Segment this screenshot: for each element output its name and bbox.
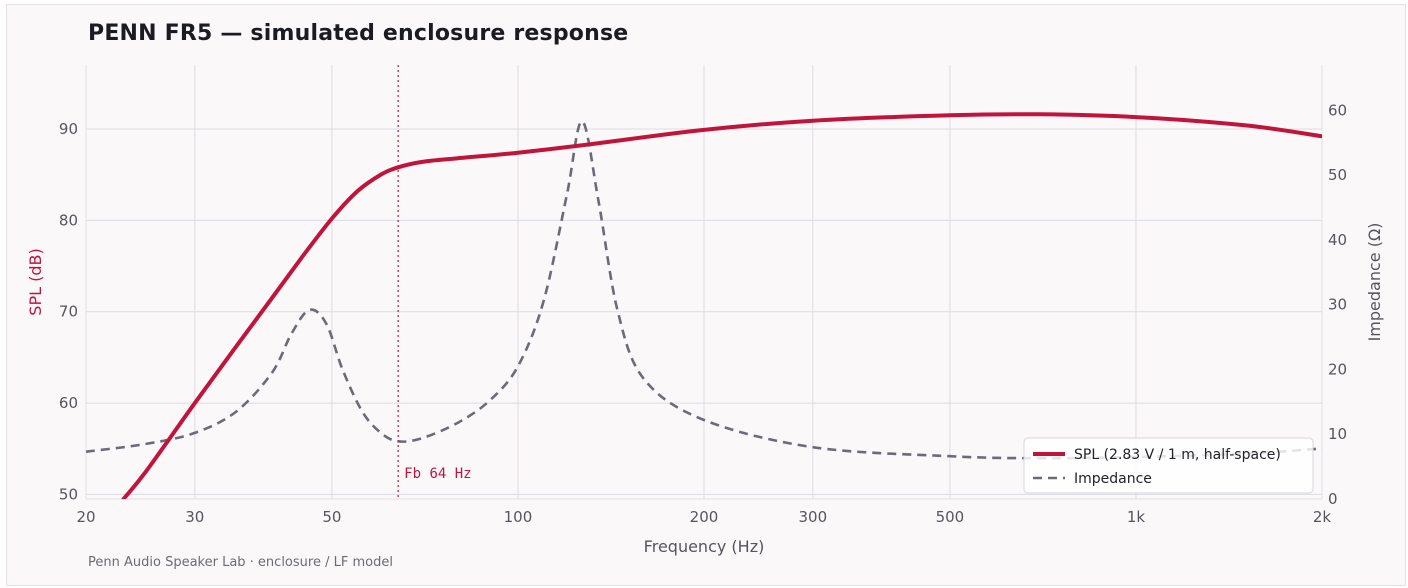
y2-tick-label: 10 — [1328, 425, 1347, 443]
x-tick-label: 300 — [799, 508, 828, 526]
series-layer — [86, 112, 1322, 499]
y2-axis-ticks: 0 10 20 30 40 50 60 — [1328, 101, 1347, 508]
x-tick-label: 200 — [690, 508, 719, 526]
y2-tick-label: 40 — [1328, 231, 1347, 249]
y2-tick-label: 60 — [1328, 101, 1347, 119]
y2-tick-label: 0 — [1328, 490, 1338, 508]
legend-impedance-label: Impedance — [1074, 471, 1152, 487]
y2-tick-label: 20 — [1328, 360, 1347, 378]
y2-axis-label: Impedance (Ω) — [1365, 223, 1384, 342]
y-tick-label: 50 — [59, 485, 78, 503]
y2-tick-label: 50 — [1328, 166, 1347, 184]
chart-card: PENN FR5 — simulated enclosure response … — [6, 4, 1406, 586]
x-axis-label: Frequency (Hz) — [644, 537, 765, 556]
fb-marker-label: Fb 64 Hz — [404, 466, 471, 482]
annotation-layer: Fb 64 Hz — [397, 65, 472, 499]
legend: SPL (2.83 V / 1 m, half-space) Impedance — [1023, 437, 1314, 494]
chart-title: PENN FR5 — simulated enclosure response — [88, 21, 629, 46]
y-tick-label: 80 — [59, 211, 78, 229]
x-tick-label: 20 — [76, 508, 95, 526]
y-tick-label: 90 — [59, 120, 78, 138]
x-tick-label: 500 — [936, 508, 965, 526]
legend-spl-label: SPL (2.83 V / 1 m, half-space) — [1074, 447, 1281, 463]
y-axis-ticks: 50 60 70 80 90 — [59, 120, 78, 503]
spl-line — [121, 112, 1322, 499]
x-tick-label: 2k — [1313, 508, 1332, 526]
x-tick-label: 30 — [185, 508, 204, 526]
footer-credit: Penn Audio Speaker Lab · enclosure / LF … — [88, 555, 393, 570]
y-tick-label: 60 — [59, 394, 78, 412]
x-axis-ticks: 20 30 50 100 200 300 500 1k 2k — [76, 508, 1331, 526]
x-tick-label: 1k — [1127, 508, 1146, 526]
legend-box — [1023, 437, 1314, 494]
y-axis-label: SPL (dB) — [26, 248, 45, 315]
x-tick-label: 50 — [322, 508, 341, 526]
y2-tick-label: 30 — [1328, 296, 1347, 314]
x-tick-label: 100 — [504, 508, 533, 526]
y-tick-label: 70 — [59, 303, 78, 321]
